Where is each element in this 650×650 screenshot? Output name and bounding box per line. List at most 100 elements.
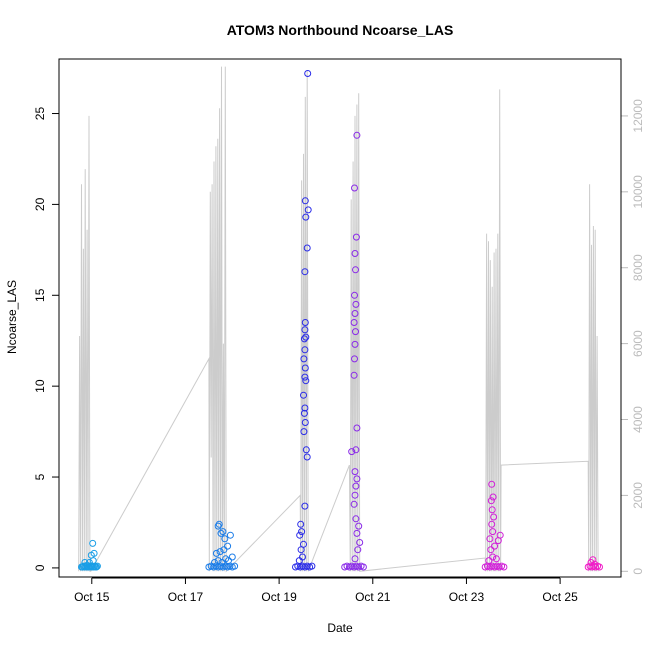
- scatter-point: [352, 266, 359, 274]
- y-tick-label: 25: [33, 107, 47, 121]
- scatter-point: [89, 539, 97, 547]
- scatter-point: [355, 522, 363, 530]
- scatter-point: [228, 553, 236, 561]
- scatter-point: [351, 491, 359, 499]
- scatter-point: [353, 131, 361, 139]
- scatter-point: [301, 346, 309, 354]
- scatter-point: [304, 206, 312, 214]
- scatter-point: [301, 364, 309, 372]
- scatter-point: [487, 497, 495, 505]
- scatter-point: [492, 555, 500, 563]
- scatter-point: [353, 475, 361, 483]
- scatter-point: [489, 553, 497, 561]
- scatter-point: [298, 528, 306, 536]
- scatter-point: [301, 419, 309, 426]
- y-axis-label: Ncoarse_LAS: [5, 280, 19, 354]
- scatter-point: [352, 300, 360, 308]
- scatter-point: [301, 268, 309, 276]
- scatter-points-layer: [78, 70, 603, 571]
- scatter-point: [350, 371, 358, 379]
- scatter-point: [301, 373, 309, 381]
- scatter-point: [303, 244, 311, 252]
- scatter-point: [303, 453, 311, 461]
- x-tick-label: Oct 21: [355, 590, 391, 604]
- y2-tick-label: 6000: [631, 330, 645, 357]
- x-axis-label: Date: [327, 621, 353, 635]
- scatter-point: [217, 529, 225, 537]
- x-tick-label: Oct 15: [74, 590, 110, 604]
- scatter-point: [301, 319, 309, 326]
- scatter-point: [591, 560, 599, 568]
- x-tick-label: Oct 23: [449, 590, 485, 604]
- scatter-point: [212, 549, 220, 557]
- scatter-point: [300, 428, 308, 436]
- y2-tick-label: 2000: [631, 482, 645, 509]
- chart-title: ATOM3 Northbound Ncoarse_LAS: [227, 22, 454, 38]
- scatter-point: [215, 520, 223, 528]
- scatter-point: [221, 535, 229, 543]
- scatter-point: [299, 553, 306, 561]
- y-tick-label: 10: [33, 379, 47, 393]
- scatter-point: [302, 213, 310, 221]
- scatter-point: [302, 333, 310, 341]
- scatter-point: [487, 546, 495, 554]
- scatter-point: [224, 542, 232, 550]
- scatter-point: [85, 559, 93, 566]
- scatter-point: [490, 513, 498, 521]
- scatter-point: [297, 520, 305, 528]
- scatter-point: [354, 546, 362, 554]
- scatter-point: [352, 515, 360, 523]
- scatter-point: [302, 446, 310, 454]
- scatter-point: [353, 424, 361, 432]
- y2-tick-label: 10000: [631, 175, 645, 209]
- scatter-point: [226, 531, 234, 539]
- x-tick-label: Oct 25: [542, 590, 578, 604]
- scatter-point: [301, 502, 309, 510]
- y-tick-label: 15: [33, 288, 47, 302]
- scatter-point: [488, 480, 496, 488]
- y-tick-label: 0: [33, 564, 47, 571]
- scatter-point: [350, 500, 358, 508]
- scatter-point: [308, 562, 316, 570]
- scatter-point: [214, 557, 222, 565]
- scatter-point: [348, 448, 356, 456]
- scatter-point: [485, 557, 493, 565]
- scatter-point: [351, 184, 358, 192]
- scatter-point: [300, 335, 308, 343]
- y-tick-label: 5: [33, 473, 47, 480]
- scatter-point: [351, 468, 359, 476]
- scatter-point: [352, 233, 360, 241]
- scatter-point: [488, 506, 496, 514]
- scatter-point: [496, 531, 504, 539]
- scatter-point: [486, 535, 494, 543]
- y2-tick-label: 8000: [631, 254, 645, 281]
- scatter-point: [351, 310, 359, 317]
- scatter-point: [220, 546, 228, 554]
- plot-frame: [58, 58, 622, 578]
- scatter-point: [352, 482, 360, 490]
- scatter-point: [218, 559, 226, 566]
- scatter-point: [359, 563, 367, 571]
- scatter-point: [211, 559, 218, 566]
- scatter-point: [219, 528, 227, 536]
- series-line-layer: [78, 66, 599, 573]
- scatter-point: [352, 328, 359, 336]
- scatter-point: [489, 528, 497, 536]
- scatter-point: [300, 355, 308, 363]
- scatter-point: [351, 355, 358, 363]
- scatter-point: [81, 559, 89, 566]
- scatter-point: [491, 542, 499, 550]
- scatter-point: [351, 291, 358, 299]
- scatter-point: [300, 540, 307, 548]
- scatter-point: [350, 319, 358, 326]
- scatter-point: [489, 493, 497, 501]
- scatter-point: [90, 549, 98, 557]
- scatter-point: [93, 562, 101, 570]
- scatter-point: [216, 548, 224, 556]
- scatter-point: [231, 562, 239, 570]
- scatter-point: [356, 539, 364, 546]
- scatter-point: [488, 520, 496, 528]
- x-tick-label: Oct 19: [261, 590, 297, 604]
